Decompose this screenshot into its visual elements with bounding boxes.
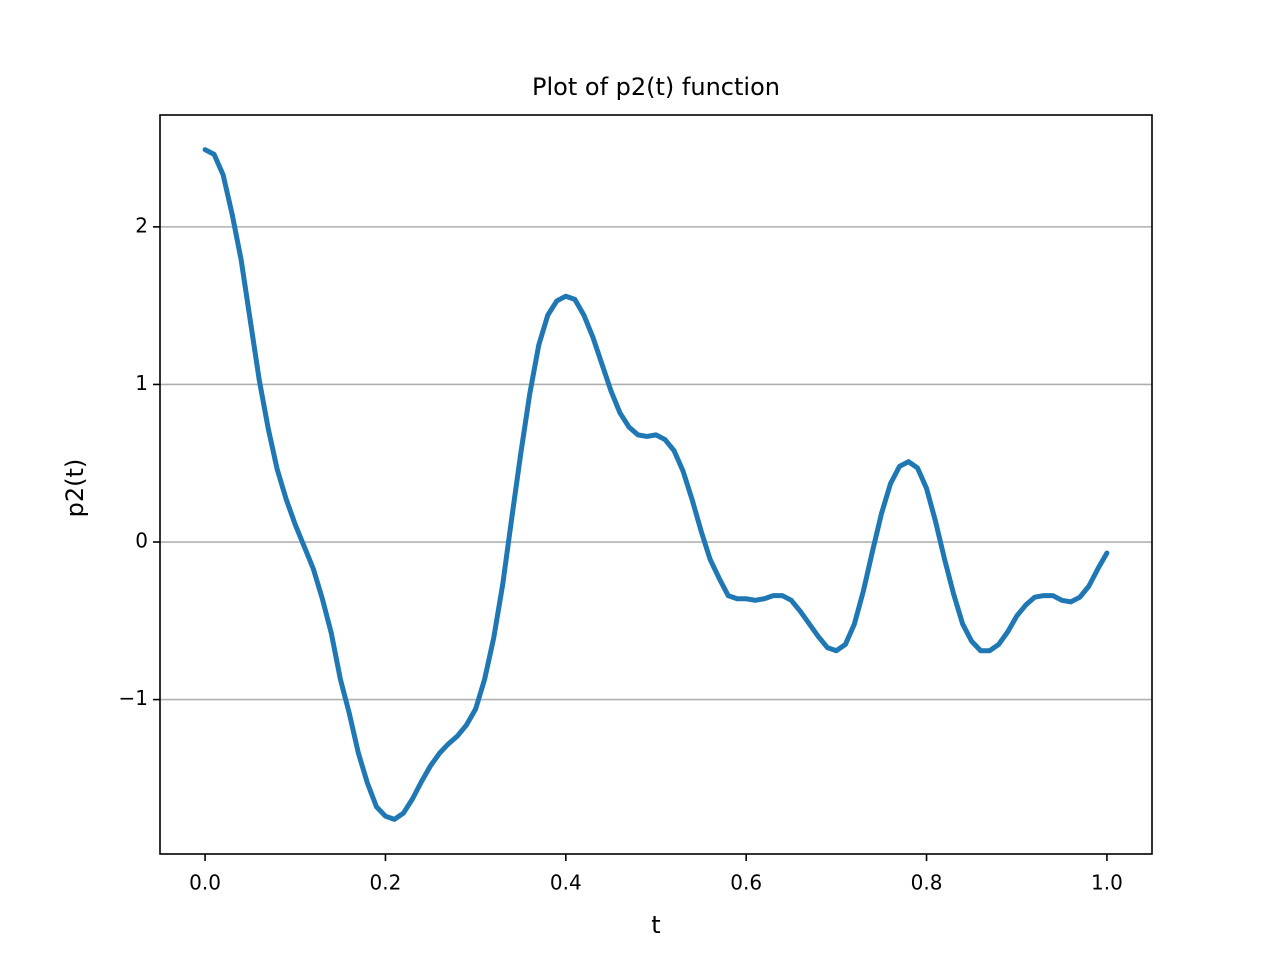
y-tick-label: 2 [135, 213, 148, 237]
y-axis-label: p2(t) [61, 459, 89, 518]
y-tick-label: −1 [119, 686, 148, 710]
x-tick-label: 0.8 [911, 871, 943, 895]
x-tick-label: 0.6 [730, 871, 762, 895]
line-series [202, 147, 1110, 822]
chart-title: Plot of p2(t) function [532, 73, 780, 101]
x-tick-label: 0.0 [189, 871, 221, 895]
x-tick-label: 0.2 [370, 871, 402, 895]
x-axis-label: t [651, 911, 660, 939]
plot-frame [159, 114, 1153, 855]
x-tick-label: 0.4 [550, 871, 582, 895]
y-tick-label: 1 [135, 371, 148, 395]
y-tick-label: 0 [135, 529, 148, 553]
x-tick-label: 1.0 [1091, 871, 1123, 895]
